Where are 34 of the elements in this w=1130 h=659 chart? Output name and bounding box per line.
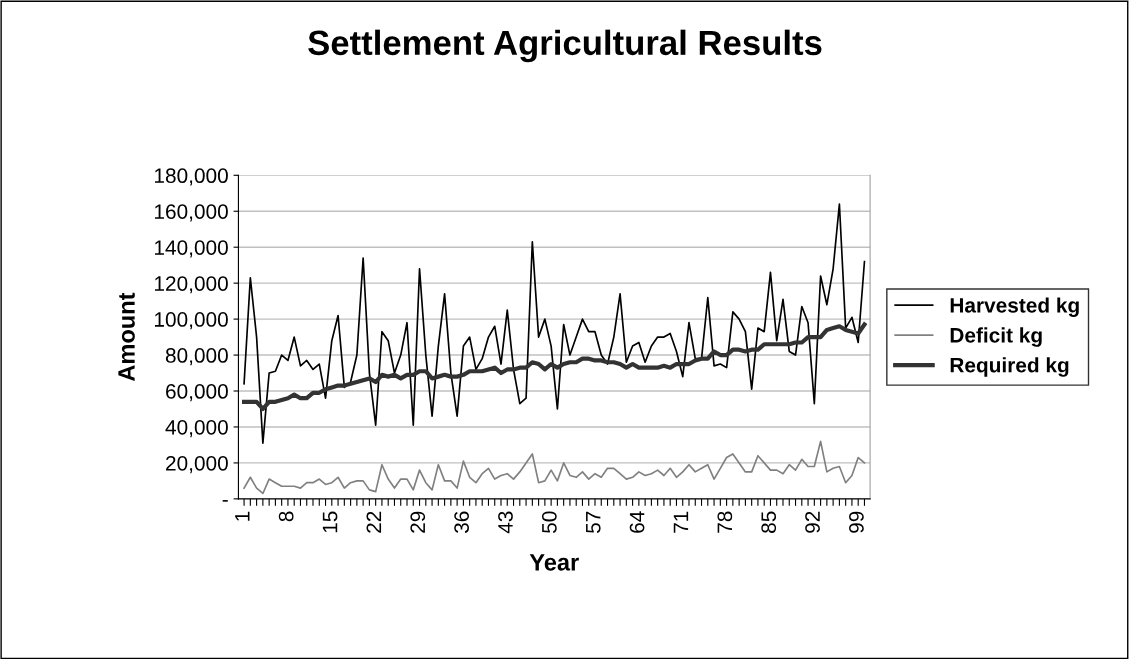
y-tick-label: - bbox=[222, 500, 228, 502]
x-tick-label: 78 bbox=[717, 511, 733, 533]
y-tick-label: 180,000 bbox=[155, 168, 228, 186]
chart-title: Settlement Agricultural Results bbox=[308, 29, 822, 63]
x-tick-label: 92 bbox=[805, 511, 820, 533]
x-tick-label: 64 bbox=[629, 511, 645, 533]
x-tick-label: 85 bbox=[761, 511, 777, 533]
y-tick-label: 60,000 bbox=[166, 384, 228, 402]
x-axis-title: Year bbox=[529, 554, 579, 571]
x-tick-label: 8 bbox=[278, 511, 294, 522]
x-tick-label: 99 bbox=[849, 511, 864, 533]
x-tick-label: 29 bbox=[410, 511, 426, 533]
legend-label: Harvested kg bbox=[950, 297, 1079, 317]
x-tick-label: 36 bbox=[454, 511, 469, 534]
x-tick-label: 50 bbox=[541, 511, 557, 534]
x-tick-label: 1 bbox=[235, 511, 250, 521]
x-tick-label: 71 bbox=[673, 511, 689, 533]
y-tick-label: 20,000 bbox=[166, 455, 228, 474]
y-axis-title: Amount bbox=[118, 292, 135, 382]
x-tick-label: 22 bbox=[366, 511, 382, 533]
line-series bbox=[243, 440, 866, 495]
y-tick-label: 160,000 bbox=[155, 204, 228, 222]
y-tick-label: 100,000 bbox=[155, 312, 228, 330]
y-tick-label: 140,000 bbox=[155, 240, 228, 258]
line-series bbox=[243, 203, 866, 444]
legend-label: Deficit kg bbox=[950, 327, 1042, 347]
x-tick-label: 57 bbox=[586, 511, 601, 534]
x-tick-label: 15 bbox=[322, 511, 338, 533]
y-tick-label: 120,000 bbox=[155, 276, 228, 294]
y-tick-label: 80,000 bbox=[165, 348, 228, 366]
x-tick-label: 43 bbox=[498, 511, 513, 534]
line-series bbox=[241, 322, 867, 412]
y-tick-label: 40,000 bbox=[165, 419, 228, 438]
legend-label: Required kg bbox=[950, 357, 1069, 377]
